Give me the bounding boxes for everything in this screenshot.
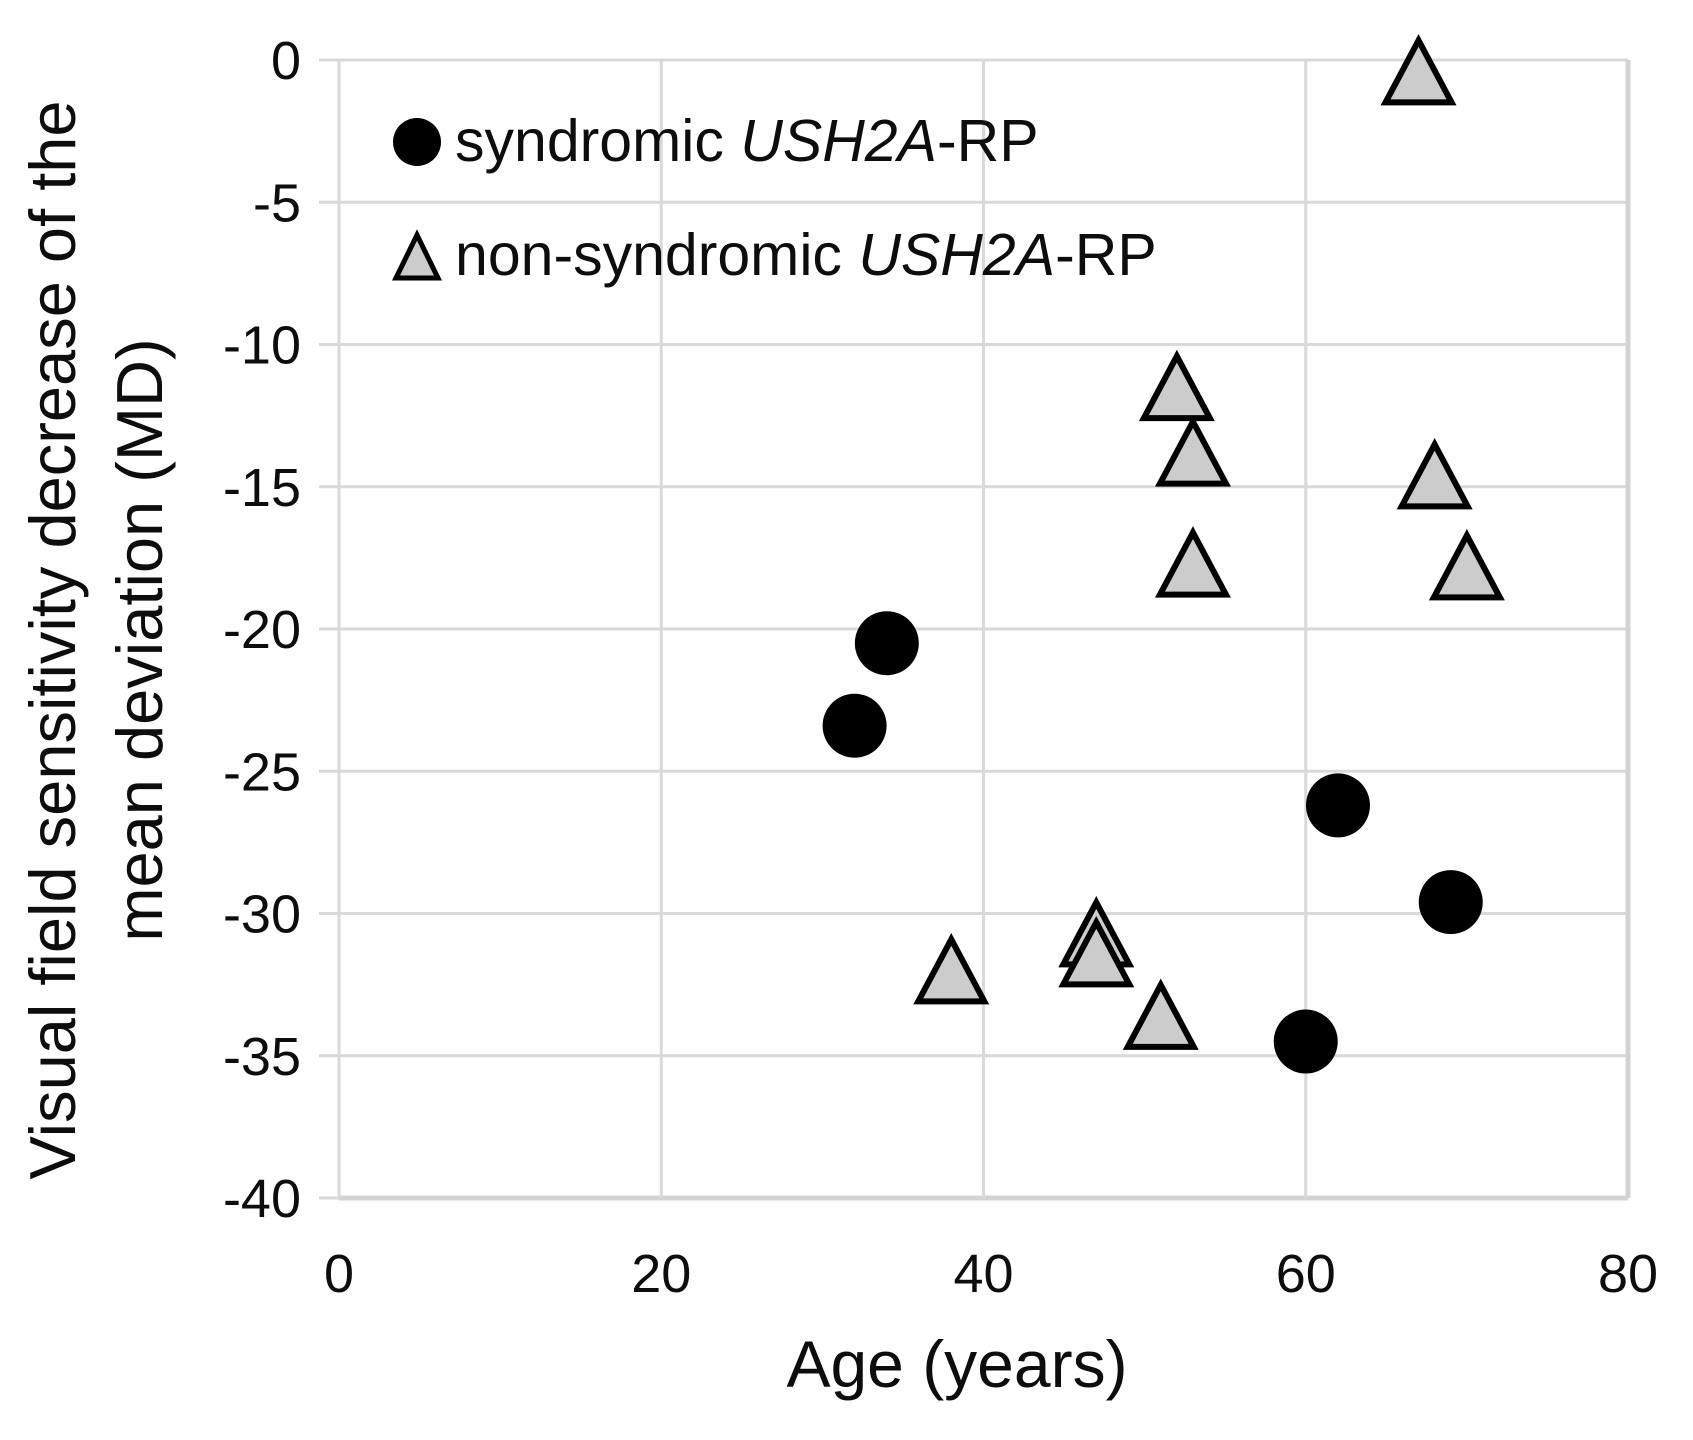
data-point-syndromic bbox=[1418, 870, 1483, 935]
legend-item-syndromic: syndromic USH2A-RP bbox=[391, 84, 1157, 198]
y-tick-label: -10 bbox=[223, 316, 301, 376]
y-tick-label: -20 bbox=[223, 600, 301, 660]
y-axis-title-line1: Visual field sensitivity decrease of the bbox=[16, 100, 89, 1180]
legend-label-syndromic: syndromic USH2A-RP bbox=[455, 107, 1039, 175]
legend-label-syndromic-prefix: syndromic bbox=[455, 108, 741, 174]
y-tick-label: -30 bbox=[223, 885, 301, 945]
data-point-syndromic bbox=[1305, 773, 1370, 838]
y-axis-title-line2: mean deviation (MD) bbox=[103, 338, 176, 942]
data-point-non-syndromic bbox=[1122, 978, 1199, 1050]
legend-marker-triangle-icon bbox=[391, 229, 443, 281]
x-tick-label: 40 bbox=[953, 1244, 1013, 1304]
x-tick-label: 20 bbox=[631, 1244, 691, 1304]
legend-label-syndromic-gene: USH2A bbox=[740, 108, 937, 174]
legend-label-non-syndromic-suffix: -RP bbox=[1055, 222, 1157, 288]
data-point-syndromic bbox=[822, 693, 887, 758]
y-tick-label: -15 bbox=[223, 458, 301, 518]
data-point-non-syndromic bbox=[1428, 529, 1505, 601]
legend-label-non-syndromic-gene: USH2A bbox=[858, 222, 1056, 288]
data-point-non-syndromic bbox=[1154, 415, 1231, 487]
x-tick-label: 80 bbox=[1598, 1244, 1658, 1304]
data-point-non-syndromic bbox=[1138, 349, 1215, 422]
data-point-syndromic bbox=[854, 611, 919, 676]
y-tick-label: -5 bbox=[253, 173, 301, 233]
data-point-non-syndromic bbox=[1380, 33, 1457, 106]
y-tick-label: -40 bbox=[223, 1169, 301, 1229]
data-point-non-syndromic bbox=[913, 933, 990, 1005]
data-point-syndromic bbox=[1273, 1009, 1338, 1074]
x-axis-title: Age (years) bbox=[786, 1327, 1128, 1401]
legend: syndromic USH2A-RP non-syndromic USH2A-R… bbox=[391, 84, 1157, 312]
legend-label-non-syndromic-prefix: non-syndromic bbox=[455, 222, 859, 288]
x-tick-label: 60 bbox=[1276, 1244, 1336, 1304]
legend-item-non-syndromic: non-syndromic USH2A-RP bbox=[391, 198, 1157, 312]
data-point-non-syndromic bbox=[1154, 526, 1231, 598]
data-point-non-syndromic bbox=[1396, 437, 1473, 510]
y-tick-label: -25 bbox=[223, 742, 301, 802]
legend-marker-circle-icon bbox=[393, 118, 441, 166]
legend-label-non-syndromic: non-syndromic USH2A-RP bbox=[455, 221, 1157, 289]
y-tick-label: -35 bbox=[223, 1027, 301, 1087]
data-point-non-syndromic bbox=[1058, 915, 1135, 988]
x-tick-label: 0 bbox=[324, 1244, 354, 1304]
y-tick-label: 0 bbox=[271, 31, 301, 91]
legend-label-syndromic-suffix: -RP bbox=[936, 108, 1039, 174]
